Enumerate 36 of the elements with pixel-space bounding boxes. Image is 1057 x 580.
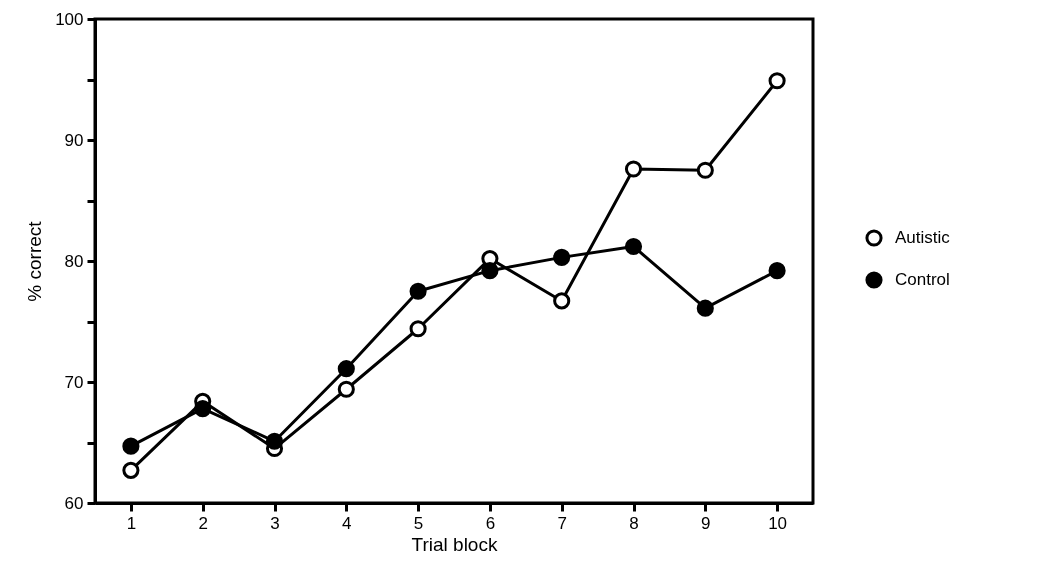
legend-label: Autistic: [895, 228, 951, 247]
point: [409, 320, 427, 338]
y-tick-label: 80: [64, 251, 84, 271]
point: [194, 400, 212, 418]
point: [624, 160, 643, 178]
point: [624, 237, 643, 256]
point: [122, 437, 140, 455]
point: [696, 299, 714, 317]
point: [553, 292, 571, 310]
point: [337, 380, 355, 398]
x-tick-label: 9: [701, 513, 711, 533]
point: [768, 262, 786, 280]
x-tick-label: 3: [270, 513, 280, 533]
x-tick-label: 1: [126, 513, 137, 533]
x-tick-label: 4: [342, 513, 352, 533]
point: [553, 248, 571, 266]
point: [122, 461, 140, 479]
x-tick-label: 10: [768, 513, 788, 533]
y-tick-label: 100: [55, 9, 84, 29]
point: [337, 360, 355, 378]
y-tick-label: 60: [64, 493, 84, 513]
point: [265, 432, 284, 450]
point: [696, 161, 714, 179]
point: [481, 262, 499, 280]
x-tick-label: 5: [413, 513, 424, 533]
point: [409, 282, 427, 300]
point: [768, 72, 786, 90]
y-axis-title: % correct: [24, 220, 46, 302]
y-tick-label: 70: [64, 372, 84, 392]
x-tick-label: 2: [198, 513, 208, 533]
x-axis-title: Trial block: [411, 533, 498, 555]
legend-label: Control: [895, 270, 950, 289]
y-tick-label: 90: [64, 130, 84, 150]
x-tick-label: 8: [629, 513, 639, 533]
x-tick-label: 7: [557, 513, 567, 533]
x-tick-label: 6: [485, 513, 496, 533]
